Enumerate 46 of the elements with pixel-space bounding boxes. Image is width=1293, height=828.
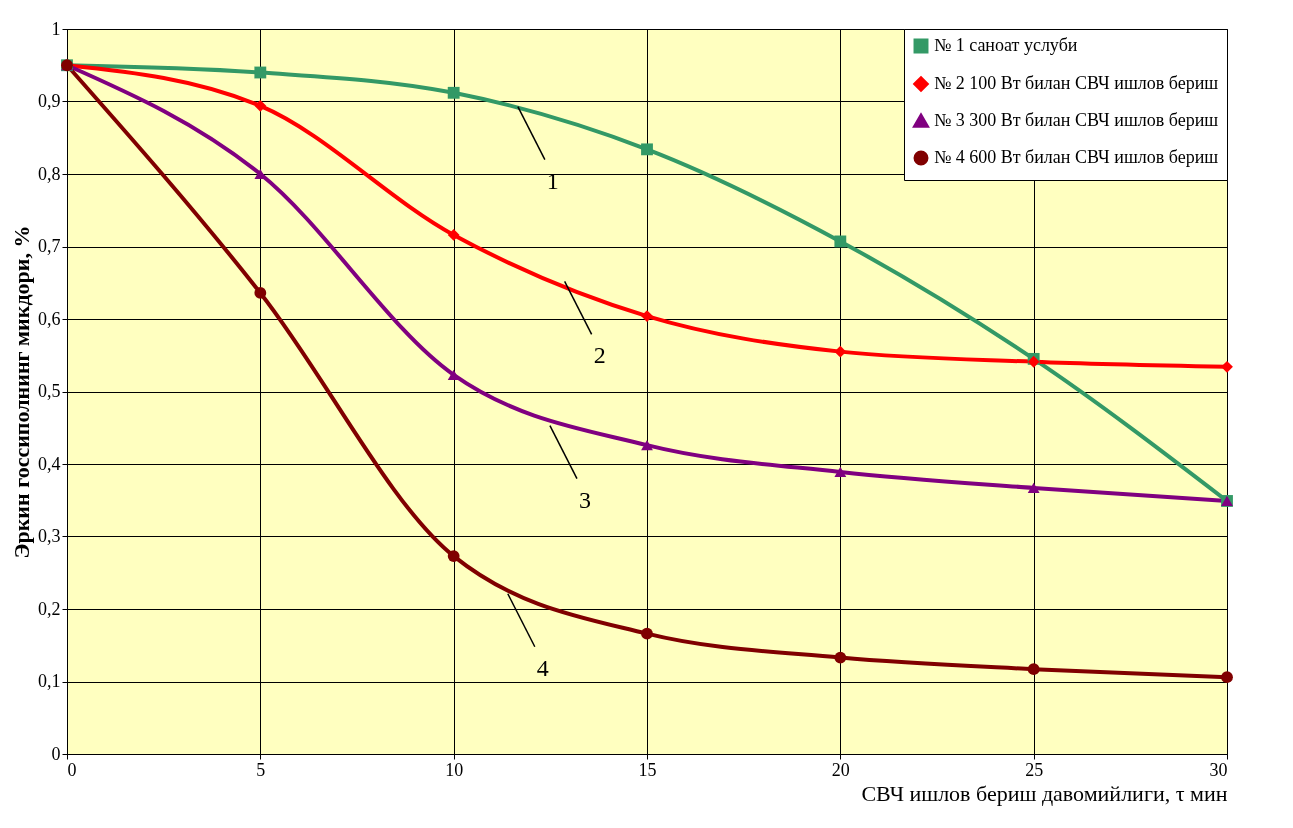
y-tick-label: 1 [51, 18, 61, 39]
y-tick-label: 0 [51, 743, 61, 764]
point [834, 235, 847, 248]
x-tick-label: 25 [1025, 759, 1044, 780]
point [447, 550, 460, 562]
y-tick-label: 0,1 [38, 671, 61, 691]
point [254, 287, 267, 299]
x-tick-label: 0 [67, 759, 77, 780]
point [641, 310, 653, 323]
point [834, 345, 847, 358]
point [641, 143, 653, 156]
x-tick-label: 15 [638, 759, 657, 780]
x-tick-label: 20 [831, 759, 850, 780]
point [641, 627, 653, 640]
point [254, 66, 267, 79]
x-tick-label: 30 [1209, 759, 1228, 780]
y-tick-label: 0,6 [38, 308, 61, 329]
point [1221, 360, 1233, 373]
legend-label: № 3 300 Вт билан СВЧ ишлов бериш [934, 110, 1219, 130]
y-tick-label: 0,7 [38, 236, 61, 256]
y-tick-label: 0,2 [38, 598, 61, 619]
point [1221, 671, 1233, 684]
y-tick-label: 0,5 [38, 381, 61, 401]
x-tick-label: 10 [445, 759, 464, 780]
point [447, 86, 460, 99]
x-axis-title: СВЧ ишлов бериш давомийлиги, τ мин [861, 780, 1228, 806]
annotation: 1 [546, 167, 559, 194]
point [447, 228, 460, 241]
x-tick-label: 5 [256, 759, 266, 780]
y-tick-label: 0,4 [38, 453, 61, 474]
y-tick-label: 0,3 [38, 526, 61, 546]
legend-label: № 1 саноат услуби [934, 35, 1078, 55]
point [834, 651, 847, 664]
annotation: 4 [536, 654, 549, 681]
point [1027, 482, 1040, 494]
y-tick-label: 0,8 [38, 163, 61, 184]
point [834, 466, 847, 478]
annotation: 2 [593, 342, 606, 369]
legend-label: № 2 100 Вт билан СВЧ ишлов бериш [934, 73, 1219, 93]
y-tick-label: 0,9 [38, 91, 61, 111]
point [1027, 663, 1040, 676]
y-axis-title: Эркин госсиполнинг микдори, % [9, 225, 34, 559]
legend-label: № 4 600 Вт билан СВЧ ишлов бериш [934, 147, 1219, 167]
point [254, 99, 267, 112]
annotation: 3 [578, 486, 591, 513]
point [641, 440, 653, 451]
